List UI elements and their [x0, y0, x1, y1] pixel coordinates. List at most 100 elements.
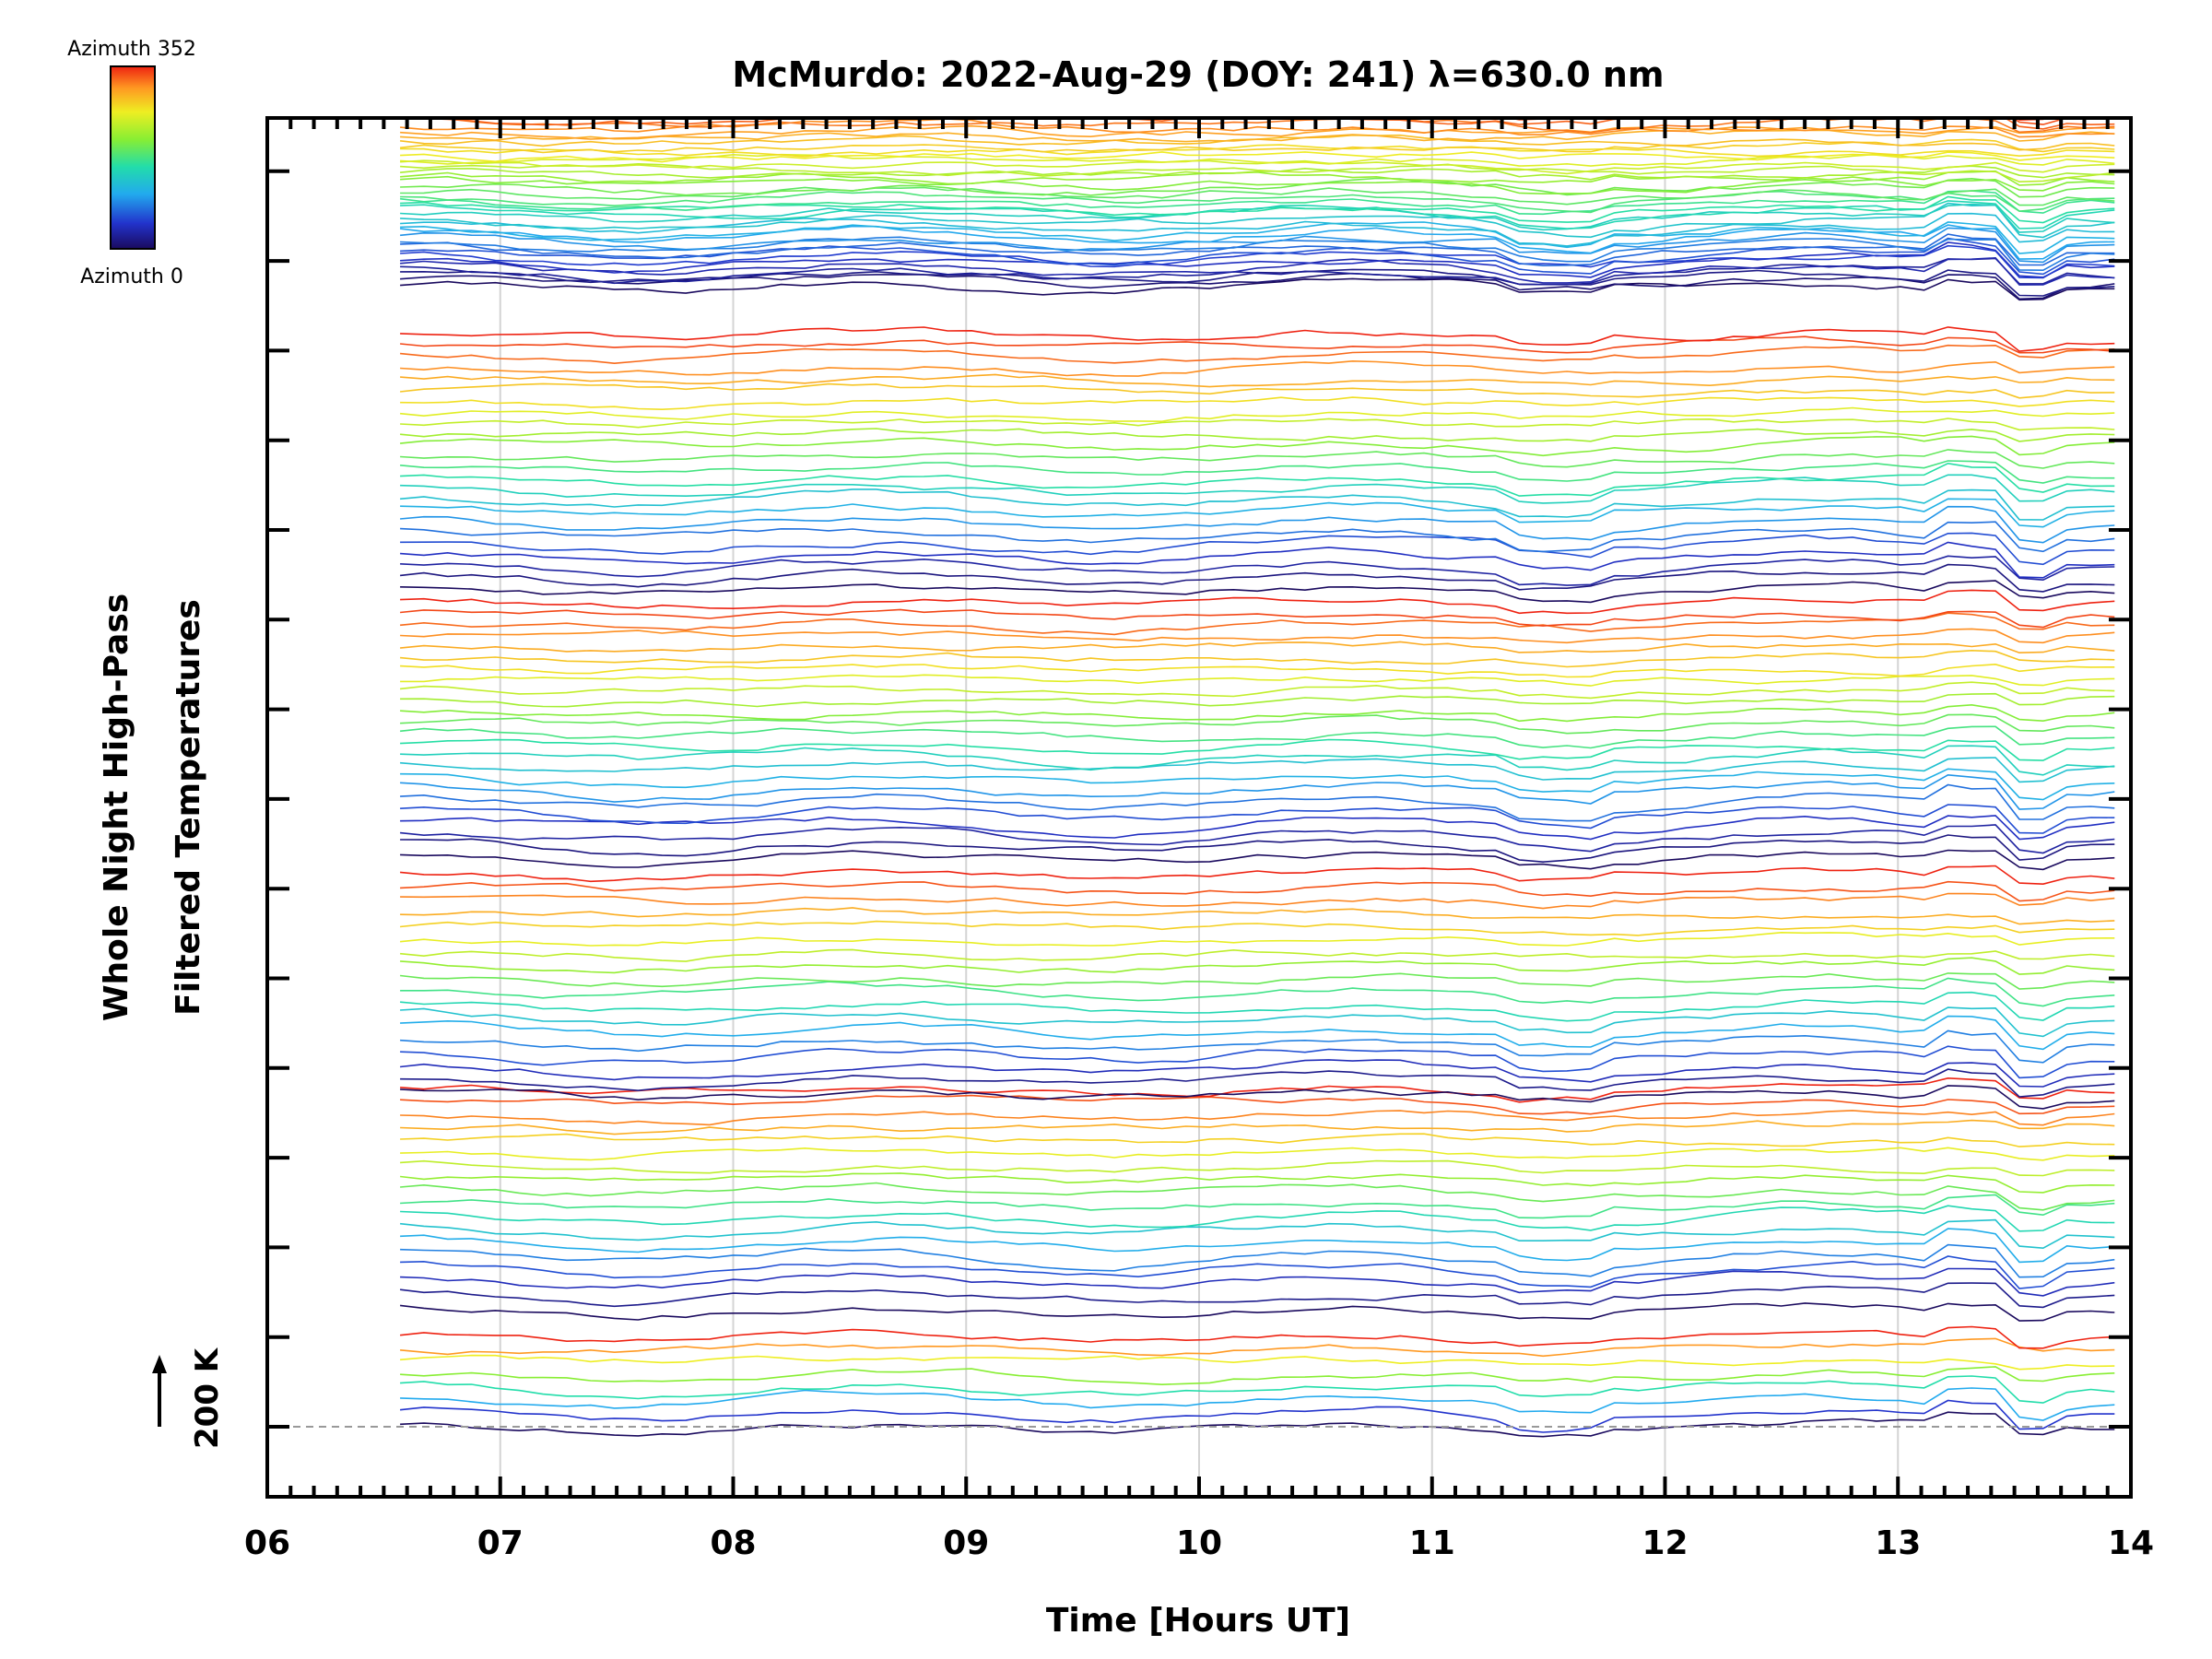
- series-line: [400, 957, 2115, 975]
- series-line: [400, 1015, 2115, 1051]
- series-line: [400, 153, 2115, 167]
- series-line: [400, 162, 2115, 183]
- series-line: [400, 713, 2115, 735]
- series-line: [400, 462, 2115, 497]
- series-line: [400, 849, 2115, 871]
- series-line: [400, 396, 2115, 411]
- series-line: [400, 674, 2115, 687]
- x-tick-label: 11: [1409, 1524, 1455, 1562]
- series-line: [400, 428, 2115, 442]
- series-line: [400, 190, 2115, 216]
- series-line: [400, 1255, 2115, 1289]
- series-line: [400, 272, 2115, 300]
- x-tick-label: 09: [943, 1524, 989, 1562]
- x-tick-label: 10: [1176, 1524, 1222, 1562]
- series-line: [400, 1006, 2115, 1038]
- series-line: [400, 804, 2115, 834]
- series-line: [400, 1159, 2115, 1177]
- series-line: [400, 257, 2115, 286]
- series-line: [400, 725, 2115, 749]
- series-line: [400, 175, 2115, 195]
- series-line: [400, 1068, 2115, 1098]
- series-line: [400, 373, 2115, 388]
- series-line: [400, 233, 2115, 267]
- series-line: [400, 931, 2115, 947]
- series-line: [400, 768, 2115, 801]
- series-line: [400, 221, 2115, 254]
- series-line: [400, 144, 2115, 158]
- series-line: [400, 200, 2115, 229]
- colorbar-min-label: Azimuth 0: [80, 265, 183, 288]
- series-line: [400, 649, 2115, 668]
- series-line: [400, 612, 2115, 636]
- series-line: [400, 1110, 2115, 1126]
- series-line: [400, 834, 2115, 864]
- series-line: [400, 151, 2115, 163]
- series-line: [400, 382, 2115, 399]
- x-tick-label: 13: [1875, 1524, 1921, 1562]
- series-line: [400, 237, 2115, 276]
- series-line: [400, 435, 2115, 457]
- series-line: [400, 344, 2115, 365]
- series-line: [400, 1411, 2115, 1438]
- series-line: [400, 1302, 2115, 1322]
- series-line: [400, 608, 2115, 629]
- series-line: [400, 202, 2115, 239]
- series-line: [400, 195, 2115, 224]
- series-line: [400, 815, 2115, 841]
- series-line: [400, 1194, 2115, 1219]
- series-line: [400, 681, 2115, 700]
- series-line: [400, 948, 2115, 962]
- series-line: [400, 1182, 2115, 1211]
- series-line: [400, 359, 2115, 377]
- series-line: [400, 418, 2115, 431]
- series-line: [400, 1387, 2115, 1421]
- series-line: [400, 1085, 2115, 1110]
- series-line: [400, 555, 2115, 586]
- x-tick-label: 12: [1641, 1524, 1688, 1562]
- series-line: [400, 241, 2115, 278]
- series-line: [400, 977, 2115, 1007]
- series-line: [400, 256, 2115, 286]
- series-line: [400, 1119, 2115, 1135]
- series-line: [400, 907, 2115, 925]
- series-line: [400, 159, 2115, 175]
- series-line: [400, 1172, 2115, 1194]
- series-line: [400, 1267, 2115, 1297]
- series-line: [1506, 118, 2080, 125]
- series-line: [400, 177, 2115, 198]
- series-line: [400, 1094, 2115, 1115]
- series-line: [400, 1325, 2115, 1349]
- series-line: [400, 824, 2115, 854]
- axis-ticks: [265, 118, 2133, 1497]
- series-line: [400, 783, 2115, 822]
- grid: [499, 118, 1900, 1497]
- series-line: [400, 165, 2115, 181]
- series-line: [400, 1218, 2115, 1250]
- colorbar: [110, 65, 156, 250]
- series-line: [400, 880, 2115, 902]
- series-line: [400, 138, 2115, 154]
- series-line: [400, 1243, 2115, 1278]
- series-line: [400, 190, 2115, 214]
- series-line: [400, 1354, 2115, 1371]
- series-line: [400, 224, 2115, 260]
- x-tick-label: 06: [244, 1524, 290, 1562]
- series-line: [400, 589, 2115, 615]
- series-line: [400, 335, 2115, 354]
- series-line: [400, 641, 2115, 654]
- series-line: [400, 406, 2115, 423]
- x-tick-label: 08: [710, 1524, 756, 1562]
- series-group: [400, 118, 2115, 1438]
- series-line: [400, 1059, 2115, 1088]
- y-axis-label-line2: Filtered Temperatures: [170, 599, 207, 1016]
- scale-bar-label: 200 K: [189, 1347, 226, 1449]
- series-line: [400, 738, 2115, 761]
- series-line: [400, 892, 2115, 910]
- scale-bar-arrow: [152, 1355, 167, 1373]
- series-line: [400, 580, 2115, 604]
- series-line: [400, 692, 2115, 708]
- series-line: [400, 865, 2115, 886]
- series-line: [400, 124, 2115, 140]
- series-line: [400, 703, 2115, 723]
